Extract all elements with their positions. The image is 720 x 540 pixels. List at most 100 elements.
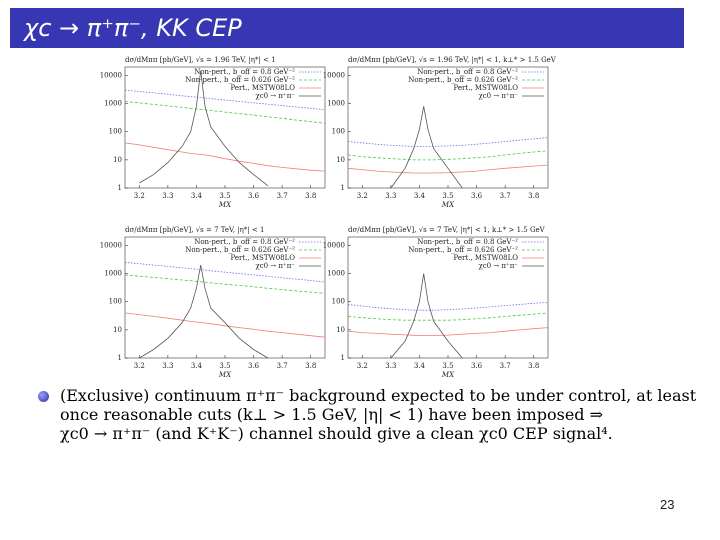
x-tick-label: 3.5 — [442, 362, 453, 370]
y-tick-label: 10 — [336, 326, 345, 334]
x-tick-label: 3.8 — [528, 362, 539, 370]
x-tick-label: 3.8 — [305, 362, 316, 370]
series-line — [347, 327, 549, 336]
y-tick-label: 1 — [118, 184, 122, 192]
x-axis-label: MX — [441, 201, 455, 209]
x-tick-label: 3.6 — [248, 362, 260, 370]
bullet-line: once reasonable cuts (k⊥ > 1.5 GeV, |η| … — [60, 405, 604, 424]
x-tick-label: 3.3 — [385, 192, 396, 200]
legend-label: Pert., MSTW08LO — [231, 254, 296, 262]
legend-label: Non-pert., b_off = 0.626 GeV⁻² — [408, 246, 518, 254]
legend-label: χc0 → π⁺π⁻ — [255, 92, 295, 100]
legend-label: Non-pert., b_off = 0.626 GeV⁻² — [185, 246, 295, 254]
charts: dσ/dMππ [pb/GeV], √s = 1.96 TeV, |η*| < … — [100, 56, 557, 379]
x-tick-label: 3.3 — [162, 192, 173, 200]
x-tick-label: 3.7 — [500, 192, 511, 200]
series-line — [124, 101, 326, 124]
y-tick-label: 10000 — [323, 71, 345, 79]
x-tick-label: 3.2 — [357, 362, 368, 370]
y-tick-label: 10 — [113, 156, 122, 164]
y-tick-label: 1000 — [104, 100, 122, 108]
x-tick-label: 3.4 — [191, 192, 203, 200]
x-tick-label: 3.6 — [471, 192, 483, 200]
legend-label: χc0 → π⁺π⁻ — [478, 92, 518, 100]
title-bar: χc → π⁺π⁻, KK CEP — [10, 8, 684, 48]
x-tick-label: 3.8 — [528, 192, 539, 200]
y-tick-label: 100 — [332, 298, 345, 306]
legend-label: Non-pert., b_off = 0.8 GeV⁻² — [417, 68, 518, 76]
x-tick-label: 3.4 — [414, 362, 426, 370]
bullet-text: (Exclusive) continuum π⁺π⁻ background ex… — [60, 386, 700, 443]
y-tick-label: 1000 — [327, 270, 345, 278]
chart: dσ/dMππ [pb/GeV], √s = 1.96 TeV, |η*| < … — [323, 56, 557, 209]
series-line — [139, 70, 269, 187]
series-line — [124, 312, 326, 338]
plot-frame — [124, 236, 326, 359]
plot-frame — [124, 66, 326, 189]
chart-title: dσ/dMππ [pb/GeV], √s = 1.96 TeV, |η*| < … — [125, 56, 276, 64]
y-tick-label: 10 — [113, 326, 122, 334]
series-line — [124, 274, 326, 294]
x-axis-label: MX — [441, 371, 455, 379]
x-tick-label: 3.2 — [357, 192, 368, 200]
x-tick-label: 3.2 — [134, 362, 145, 370]
x-tick-label: 3.6 — [471, 362, 483, 370]
series-line — [390, 273, 463, 359]
y-tick-label: 100 — [109, 128, 122, 136]
legend-label: Non-pert., b_off = 0.8 GeV⁻² — [194, 238, 295, 246]
chart: dσ/dMππ [pb/GeV], √s = 1.96 TeV, |η*| < … — [100, 56, 326, 209]
x-axis-label: MX — [218, 201, 232, 209]
legend-label: Non-pert., b_off = 0.8 GeV⁻² — [417, 238, 518, 246]
y-tick-label: 1000 — [327, 100, 345, 108]
legend-label: Non-pert., b_off = 0.626 GeV⁻² — [408, 76, 518, 84]
x-tick-label: 3.3 — [162, 362, 173, 370]
y-tick-label: 10000 — [323, 241, 345, 249]
y-tick-label: 1 — [341, 354, 345, 362]
y-tick-label: 10000 — [100, 241, 122, 249]
y-tick-label: 100 — [109, 298, 122, 306]
plot-frame — [347, 66, 549, 189]
series-line — [390, 106, 463, 189]
chart-title: dσ/dMππ [pb/GeV], √s = 1.96 TeV, |η*| < … — [348, 56, 557, 64]
x-tick-label: 3.2 — [134, 192, 145, 200]
y-tick-label: 10 — [336, 156, 345, 164]
series-line — [347, 302, 549, 311]
legend-label: Non-pert., b_off = 0.626 GeV⁻² — [185, 76, 295, 84]
legend-label: χc0 → π⁺π⁻ — [255, 262, 295, 270]
y-tick-label: 10000 — [100, 71, 122, 79]
bullet-dot — [38, 391, 49, 402]
legend-label: Pert., MSTW08LO — [454, 84, 519, 92]
series-line — [347, 137, 549, 147]
x-axis-label: MX — [218, 371, 232, 379]
y-tick-label: 1 — [341, 184, 345, 192]
y-tick-label: 1 — [118, 354, 122, 362]
x-tick-label: 3.4 — [414, 192, 426, 200]
x-tick-label: 3.5 — [219, 192, 230, 200]
x-tick-label: 3.8 — [305, 192, 316, 200]
chart-title: dσ/dMππ [pb/GeV], √s = 7 TeV, |η*| < 1 — [125, 226, 265, 234]
x-tick-label: 3.7 — [500, 362, 511, 370]
chart-title: dσ/dMππ [pb/GeV], √s = 7 TeV, |η*| < 1, … — [348, 226, 546, 234]
chart: dσ/dMππ [pb/GeV], √s = 7 TeV, |η*| < 1, … — [323, 226, 549, 379]
y-tick-label: 1000 — [104, 270, 122, 278]
legend-label: Non-pert., b_off = 0.8 GeV⁻² — [194, 68, 295, 76]
legend-label: Pert., MSTW08LO — [454, 254, 519, 262]
bullet-line: (Exclusive) continuum π⁺π⁻ background ex… — [60, 386, 697, 405]
series-line — [124, 142, 326, 172]
series-line — [124, 89, 326, 111]
legend-label: χc0 → π⁺π⁻ — [478, 262, 518, 270]
series-line — [124, 262, 326, 283]
x-tick-label: 3.4 — [191, 362, 203, 370]
series-line — [139, 265, 269, 359]
x-tick-label: 3.5 — [442, 192, 453, 200]
x-tick-label: 3.6 — [248, 192, 260, 200]
y-tick-label: 100 — [332, 128, 345, 136]
plot-frame — [347, 236, 549, 359]
series-line — [347, 164, 549, 174]
series-line — [347, 150, 549, 161]
legend-label: Pert., MSTW08LO — [231, 84, 296, 92]
x-tick-label: 3.5 — [219, 362, 230, 370]
x-tick-label: 3.7 — [277, 192, 288, 200]
slide-title: χc → π⁺π⁻, KK CEP — [24, 14, 242, 42]
